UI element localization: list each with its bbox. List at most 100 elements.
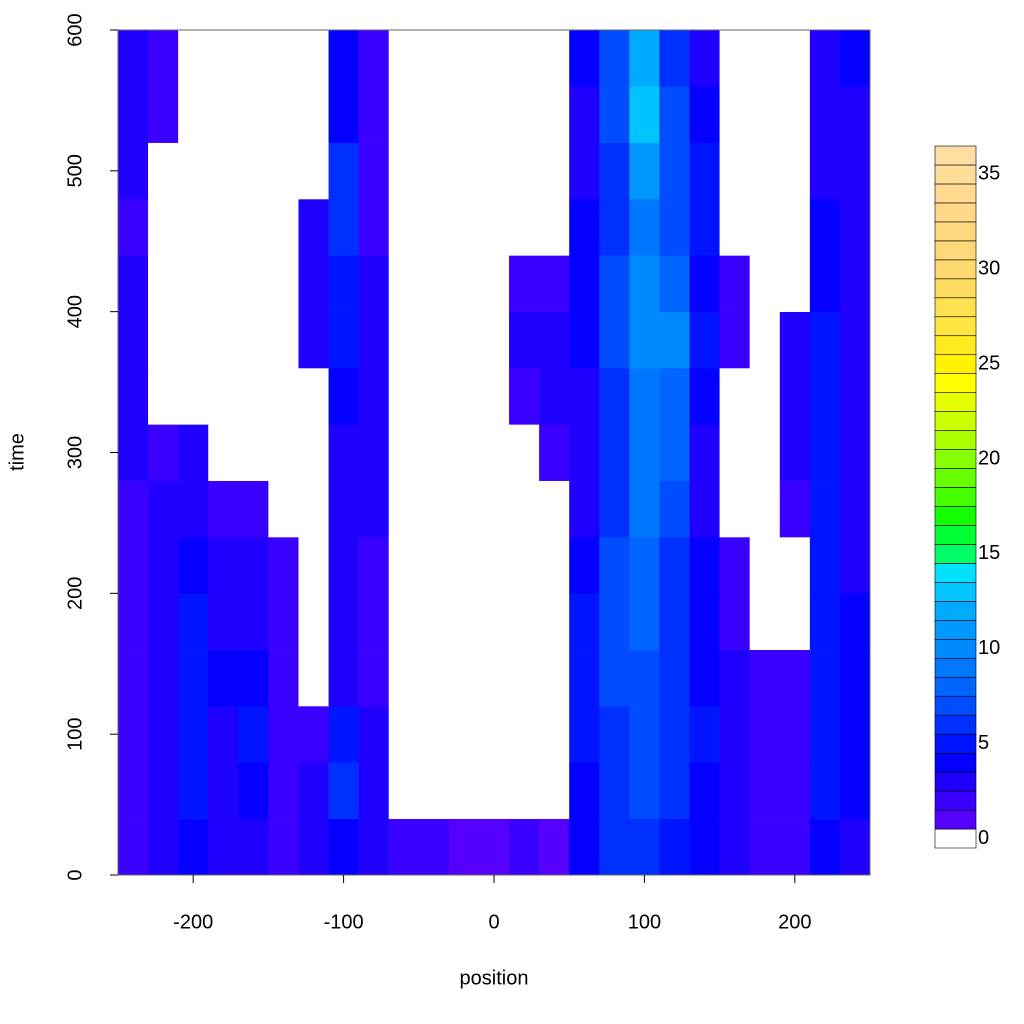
- heatmap-cell: [448, 480, 480, 538]
- heatmap-cell: [178, 818, 209, 876]
- heatmap-cell: [539, 593, 570, 650]
- colorbar-tick-label: 25: [978, 352, 1000, 374]
- heatmap-cell: [509, 593, 540, 650]
- heatmap-cell: [599, 537, 630, 594]
- colorbar-segment: [934, 657, 977, 678]
- heatmap-cell: [268, 649, 299, 707]
- colorbar-segment: [934, 164, 977, 185]
- heatmap-cell: [749, 199, 781, 256]
- heatmap-cell: [689, 199, 720, 256]
- heatmap-cell: [238, 199, 269, 256]
- heatmap-cell: [358, 30, 390, 87]
- heatmap-cell: [268, 537, 299, 594]
- heatmap-cell: [539, 30, 570, 87]
- heatmap-cell: [388, 30, 420, 87]
- colorbar-segment: [934, 714, 977, 735]
- heatmap-cell: [148, 593, 179, 650]
- heatmap-cell: [599, 706, 630, 763]
- heatmap-cell: [478, 818, 510, 876]
- heatmap-cell: [839, 762, 871, 819]
- heatmap-cell: [509, 86, 540, 143]
- heatmap-cell: [118, 30, 149, 87]
- heatmap-cell: [809, 30, 841, 87]
- heatmap-cell: [418, 311, 450, 369]
- heatmap-cell: [629, 424, 660, 481]
- heatmap-cell: [418, 199, 450, 256]
- heatmap-cell: [689, 424, 720, 481]
- heatmap-cell: [539, 762, 570, 819]
- heatmap-cell: [569, 199, 600, 256]
- heatmap-cell: [238, 818, 269, 876]
- heatmap-cell: [148, 649, 179, 707]
- heatmap-cell: [328, 537, 359, 594]
- heatmap-cell: [839, 255, 871, 312]
- heatmap-cell: [178, 255, 209, 312]
- heatmap-cell: [148, 199, 179, 256]
- heatmap-cell: [418, 424, 450, 481]
- heatmap-cell: [448, 762, 480, 819]
- heatmap-cell: [328, 649, 359, 707]
- heatmap-cell: [478, 762, 510, 819]
- colorbar-segment: [934, 240, 977, 261]
- heatmap-cell: [569, 424, 600, 481]
- heatmap-cell: [749, 368, 781, 425]
- colorbar-tick-label: 35: [978, 163, 1000, 185]
- colorbar-segment: [934, 430, 977, 450]
- heatmap-cell: [839, 706, 871, 763]
- heatmap-cell: [599, 86, 630, 143]
- heatmap-cell: [148, 762, 179, 819]
- heatmap-cell: [569, 368, 600, 425]
- heatmap-cell: [208, 199, 239, 256]
- heatmap-cell: [719, 706, 750, 763]
- heatmap-cell: [839, 480, 871, 538]
- colorbar-segment: [934, 544, 977, 564]
- heatmap-cell: [478, 199, 510, 256]
- heatmap-cell: [118, 142, 149, 200]
- heatmap-cell: [629, 86, 660, 143]
- heatmap-cell: [208, 86, 239, 143]
- heatmap-cell: [719, 255, 750, 312]
- colorbar-tick-label: 10: [978, 637, 1000, 659]
- heatmap-cell: [268, 762, 299, 819]
- heatmap-cell: [388, 537, 420, 594]
- heatmap-cell: [719, 424, 750, 481]
- heatmap-cell: [148, 86, 179, 143]
- heatmap-cell: [448, 199, 480, 256]
- heatmap-cell: [178, 311, 209, 369]
- heatmap-cell: [178, 30, 209, 87]
- heatmap-cell: [208, 368, 239, 425]
- heatmap-cell: [388, 818, 420, 876]
- y-tick-label: 600: [64, 13, 86, 46]
- heatmap-cell: [599, 255, 630, 312]
- colorbar-segment: [934, 316, 977, 337]
- heatmap-cell: [509, 255, 540, 312]
- heatmap-cell: [118, 593, 149, 650]
- heatmap-cell: [118, 199, 149, 256]
- heatmap-cell: [509, 199, 540, 256]
- heatmap-cell: [418, 537, 450, 594]
- colorbar-segment: [934, 809, 977, 830]
- heatmap-cell: [478, 368, 510, 425]
- heatmap-cell: [839, 86, 871, 143]
- heatmap-cell: [659, 480, 690, 538]
- heatmap-cell: [719, 142, 750, 200]
- heatmap-cell: [148, 537, 179, 594]
- heatmap-cell: [478, 649, 510, 707]
- heatmap-cell: [689, 706, 720, 763]
- heatmap-cell: [749, 480, 781, 538]
- x-tick-label: -100: [324, 911, 364, 933]
- heatmap-cell: [509, 368, 540, 425]
- heatmap-cell: [478, 537, 510, 594]
- heatmap-cell: [388, 199, 420, 256]
- colorbar-segment: [934, 259, 977, 280]
- heatmap-cell: [719, 649, 750, 707]
- colorbar-segment: [934, 582, 977, 602]
- heatmap-cell: [418, 480, 450, 538]
- heatmap-cell: [238, 368, 269, 425]
- heatmap-cell: [238, 255, 269, 312]
- heatmap-cell: [148, 424, 179, 481]
- heatmap-cell: [268, 424, 299, 481]
- y-tick-label: 200: [64, 577, 86, 610]
- heatmap-cell: [629, 142, 660, 200]
